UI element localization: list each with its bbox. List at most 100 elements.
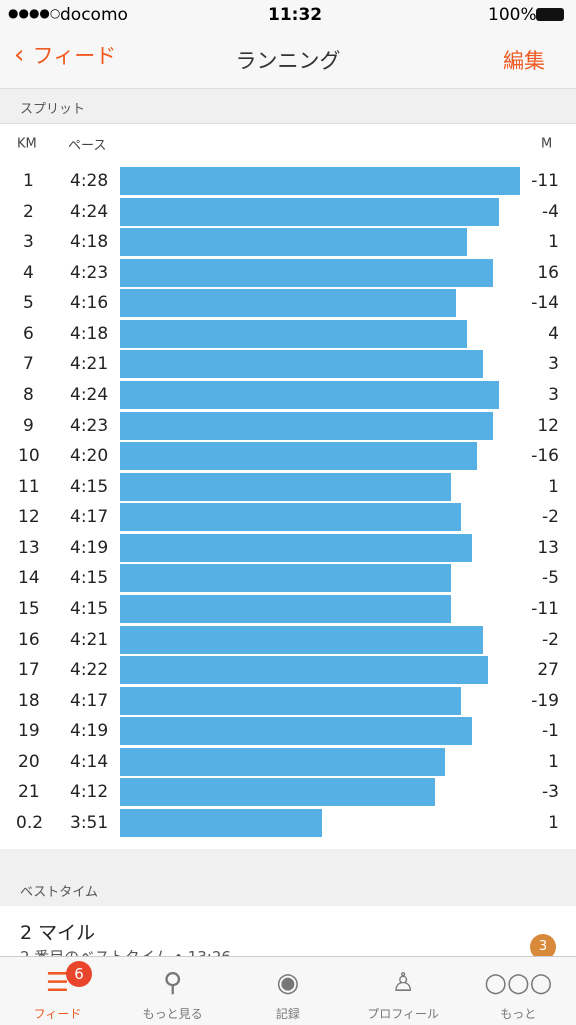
km: 9 xyxy=(23,415,34,436)
pace: 4:24 xyxy=(70,384,109,405)
elevation: -14 xyxy=(531,293,559,314)
tab-label: もっと見る xyxy=(142,1007,203,1021)
pace: 4:21 xyxy=(70,354,109,375)
pace-bar xyxy=(120,808,323,837)
elevation: -2 xyxy=(542,629,559,650)
pace-bar xyxy=(120,442,478,471)
battery-icon xyxy=(536,8,564,21)
tab[interactable]: ◉ 記録 xyxy=(230,957,345,1025)
pace: 4:18 xyxy=(70,323,109,344)
edit-button[interactable]: 編集 xyxy=(503,49,545,73)
tab[interactable]: ☰ フィード xyxy=(0,957,115,1025)
km: 21 xyxy=(18,782,40,803)
tab[interactable]: ⚲ もっと見る xyxy=(115,957,230,1025)
section-header: ベストタイム xyxy=(0,849,576,906)
km: 12 xyxy=(18,507,40,528)
pace: 3:51 xyxy=(70,812,109,833)
best-item[interactable]: 2 マイル 2 番目のベストタイム • 13:26 3 xyxy=(0,906,576,956)
pace-bar xyxy=(120,503,462,532)
km: 11 xyxy=(18,476,40,497)
elevation: -5 xyxy=(542,568,559,589)
pace: 4:12 xyxy=(70,782,109,803)
elevation: 1 xyxy=(548,476,559,497)
pace-bar xyxy=(120,747,446,776)
pace-bar xyxy=(120,197,499,226)
elevation: 3 xyxy=(548,384,559,405)
tab-label: プロフィール xyxy=(367,1007,439,1021)
elevation: -1 xyxy=(542,721,559,742)
elevation: 12 xyxy=(537,415,559,436)
section-header: スプリット xyxy=(0,89,576,123)
tab[interactable]: ♙ プロフィール xyxy=(346,957,461,1025)
tab-icon: ☰ xyxy=(45,968,70,998)
pace: 4:23 xyxy=(70,415,109,436)
pace: 4:15 xyxy=(70,476,109,497)
elevation: 16 xyxy=(537,262,559,283)
elevation: 13 xyxy=(537,537,559,558)
km: 13 xyxy=(18,537,40,558)
nav-bar: ‹ フィード ランニング 編集 xyxy=(0,32,576,89)
pace-bar xyxy=(120,258,494,287)
km: 14 xyxy=(18,568,40,589)
battery: 100% xyxy=(488,5,537,25)
splits-table: KM ペース M 1 4:28 -11 2 4:24 -4 3 4:18 1 4 4:23 16 5 4:16-… xyxy=(0,123,576,850)
pace-bar xyxy=(120,350,483,379)
elevation: -11 xyxy=(531,598,559,619)
badge: 6 xyxy=(66,961,92,987)
pace: 4:18 xyxy=(70,232,109,253)
back-label[interactable]: フィード xyxy=(32,44,117,68)
pace-bar xyxy=(120,778,435,807)
section-title: ベストタイム xyxy=(20,885,99,900)
elevation: 3 xyxy=(548,354,559,375)
clock: 11:32 xyxy=(268,5,323,25)
signal: ●●●●○ xyxy=(8,6,61,20)
pace-bar xyxy=(120,472,451,501)
pace-bar xyxy=(120,167,521,195)
pace: 4:15 xyxy=(70,568,109,589)
km: 4 xyxy=(23,262,34,283)
elevation: -4 xyxy=(542,201,559,222)
pace: 4:22 xyxy=(70,660,109,681)
tab-label: 記録 xyxy=(275,1007,300,1021)
medal: 3 xyxy=(530,934,556,956)
status-bar: ●●●●○ docomo 11:32 100% xyxy=(0,0,576,32)
elevation: -19 xyxy=(531,690,559,711)
elevation: 1 xyxy=(548,232,559,253)
pace: 4:15 xyxy=(70,598,109,619)
km: 2 xyxy=(23,201,34,222)
pace-bar xyxy=(120,289,456,318)
km: 17 xyxy=(18,660,40,681)
best-subtitle: 2 番目のベストタイム • 13:26 xyxy=(20,946,231,956)
column-header: KM xyxy=(17,136,37,152)
km: 1 xyxy=(23,171,34,191)
back-button[interactable]: ‹ フィード xyxy=(14,40,117,70)
pace: 4:17 xyxy=(70,690,109,711)
pace: 4:24 xyxy=(70,201,109,222)
nav-title: ランニング xyxy=(235,49,341,73)
best-title: 2 マイル xyxy=(20,922,96,944)
elevation: 4 xyxy=(548,323,559,344)
column-header: ペース xyxy=(68,138,107,154)
km: 18 xyxy=(18,690,40,711)
tab[interactable]: ○○○ もっと xyxy=(461,957,576,1025)
km: 3 xyxy=(23,232,34,253)
elevation: 1 xyxy=(548,751,559,772)
pace-bar xyxy=(120,411,494,440)
tab-label: もっと xyxy=(500,1007,537,1021)
km: 16 xyxy=(18,629,40,650)
km: 0.2 xyxy=(16,812,44,833)
pace-bar xyxy=(120,717,473,746)
pace: 4:19 xyxy=(70,721,109,742)
tab-bar: 6 ☰ フィード ⚲ もっと見る ◉ 記録 ♙ プロフィール ○○○ もっと xyxy=(0,956,576,1025)
km: 5 xyxy=(23,293,34,314)
pace: 4:19 xyxy=(70,537,109,558)
tab-icon: ⚲ xyxy=(163,968,183,998)
km: 8 xyxy=(23,384,34,405)
section-title: スプリット xyxy=(20,102,86,117)
elevation: -16 xyxy=(531,446,559,467)
tab-icon: ○○○ xyxy=(484,968,553,998)
pace-bar xyxy=(120,228,467,257)
tab-icon: ◉ xyxy=(276,968,300,998)
pace: 4:20 xyxy=(70,446,109,467)
